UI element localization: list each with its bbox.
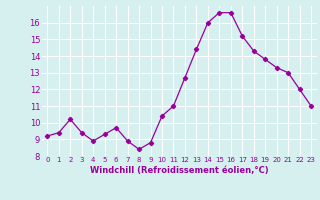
X-axis label: Windchill (Refroidissement éolien,°C): Windchill (Refroidissement éolien,°C) xyxy=(90,166,268,175)
